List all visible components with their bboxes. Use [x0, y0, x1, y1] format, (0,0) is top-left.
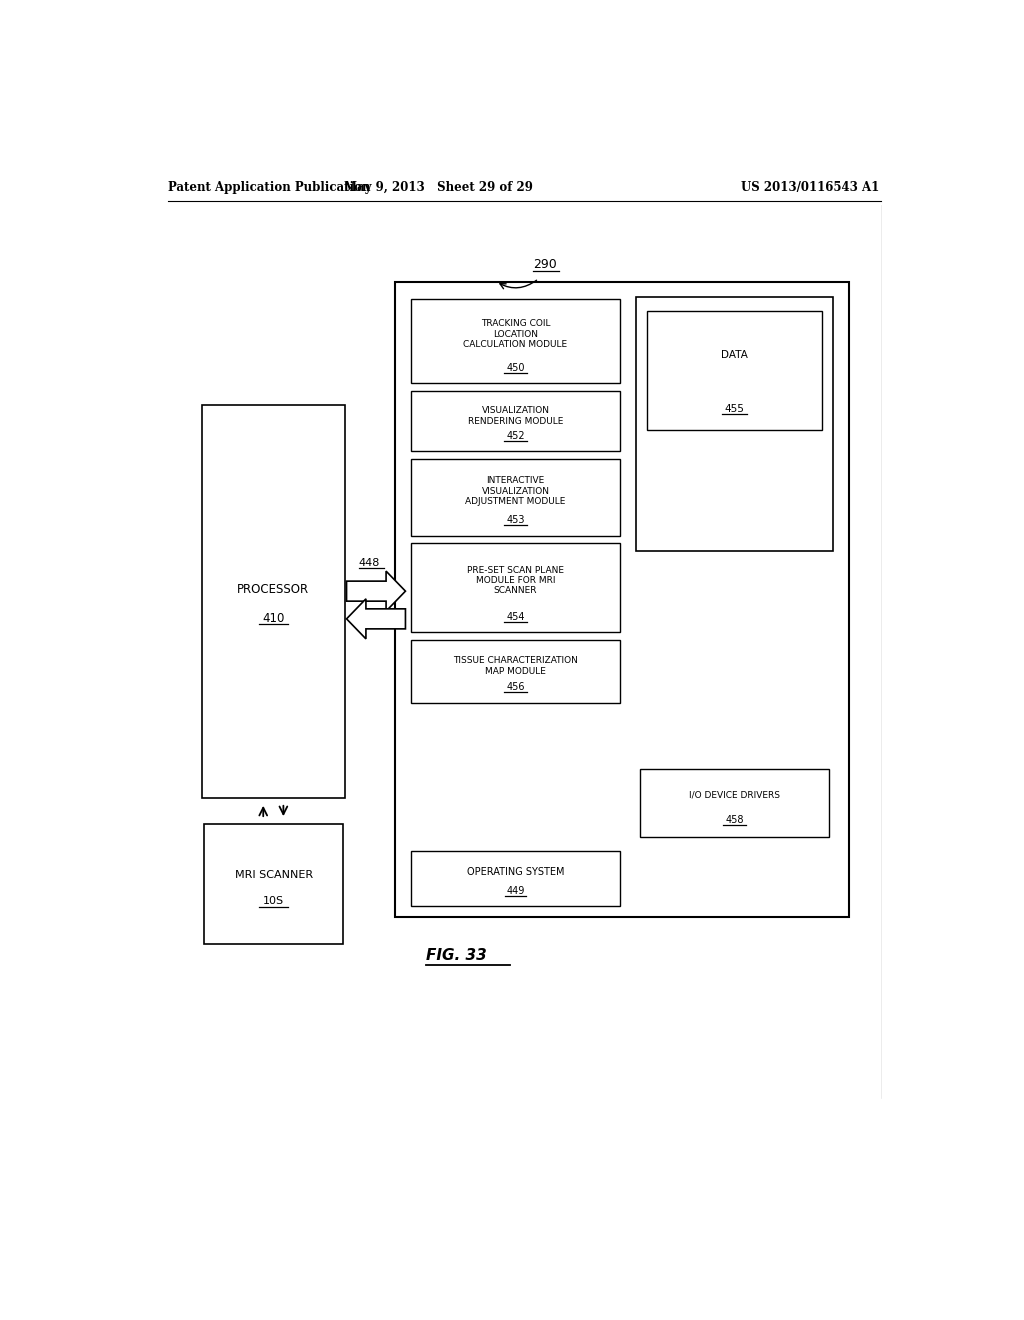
Text: 450: 450: [506, 363, 524, 372]
Bar: [411, 640, 621, 702]
Text: OPERATING SYSTEM: OPERATING SYSTEM: [467, 867, 564, 876]
Text: 449: 449: [506, 886, 524, 896]
Bar: [411, 850, 621, 906]
Text: May 9, 2013   Sheet 29 of 29: May 9, 2013 Sheet 29 of 29: [344, 181, 532, 194]
Bar: [395, 281, 849, 917]
Text: INTERACTIVE
VISUALIZATION
ADJUSTMENT MODULE: INTERACTIVE VISUALIZATION ADJUSTMENT MOD…: [465, 477, 565, 506]
Text: VISUALIZATION
RENDERING MODULE: VISUALIZATION RENDERING MODULE: [468, 407, 563, 426]
Bar: [204, 825, 343, 944]
Text: 410: 410: [262, 611, 285, 624]
Bar: [647, 312, 821, 430]
Text: 452: 452: [506, 430, 525, 441]
Polygon shape: [346, 572, 406, 611]
Bar: [411, 544, 621, 632]
Polygon shape: [346, 599, 406, 639]
Text: Patent Application Publication: Patent Application Publication: [168, 181, 371, 194]
Text: 455: 455: [725, 404, 744, 413]
Text: 290: 290: [534, 259, 557, 271]
Text: I/O DEVICE DRIVERS: I/O DEVICE DRIVERS: [689, 791, 780, 799]
Text: FIG. 33: FIG. 33: [426, 948, 487, 962]
Bar: [411, 298, 621, 383]
Text: 448: 448: [358, 557, 380, 568]
Text: PROCESSOR: PROCESSOR: [238, 583, 309, 597]
Text: 10S: 10S: [263, 896, 285, 906]
Bar: [411, 391, 621, 451]
Text: 454: 454: [506, 611, 524, 622]
Bar: [636, 297, 834, 552]
Bar: [411, 459, 621, 536]
Text: DATA: DATA: [721, 350, 748, 360]
Text: TISSUE CHARACTERIZATION
MAP MODULE: TISSUE CHARACTERIZATION MAP MODULE: [453, 656, 578, 676]
Text: TRACKING COIL
LOCATION
CALCULATION MODULE: TRACKING COIL LOCATION CALCULATION MODUL…: [464, 319, 567, 348]
Text: 456: 456: [506, 682, 524, 693]
Text: 453: 453: [506, 515, 524, 525]
Bar: [640, 770, 829, 837]
Text: 458: 458: [725, 814, 743, 825]
Text: PRE-SET SCAN PLANE
MODULE FOR MRI
SCANNER: PRE-SET SCAN PLANE MODULE FOR MRI SCANNE…: [467, 566, 564, 595]
Text: US 2013/0116543 A1: US 2013/0116543 A1: [741, 181, 880, 194]
Bar: [202, 405, 345, 797]
Text: MRI SCANNER: MRI SCANNER: [234, 870, 312, 880]
